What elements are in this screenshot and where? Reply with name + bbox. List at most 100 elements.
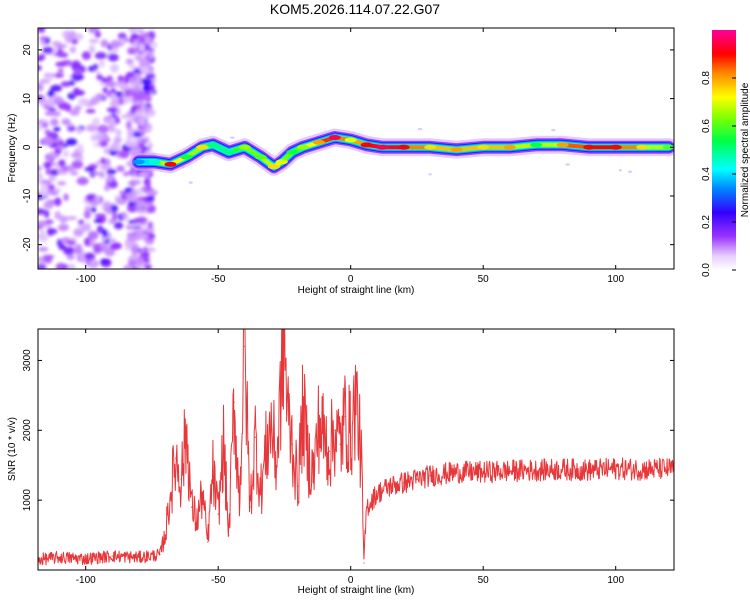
noise-blob (61, 118, 71, 126)
noise-blob (88, 38, 99, 44)
noise-blob (59, 215, 68, 224)
noise-blob (127, 201, 137, 207)
noise-blob (83, 210, 92, 219)
noise-blob (49, 118, 59, 127)
noise-blob (102, 229, 108, 238)
noise-blob (74, 243, 83, 252)
snr-point (416, 478, 418, 480)
noise-blob (58, 243, 66, 251)
noise-blob (128, 63, 137, 70)
noise-blob (144, 36, 151, 45)
noise-blob (77, 143, 84, 153)
noise-blob (45, 219, 54, 225)
snr-point (371, 499, 373, 501)
noise-blob (39, 36, 50, 41)
noise-blob (134, 264, 145, 269)
noise-blob (93, 218, 103, 224)
snr-x-tick-label: -100 (76, 575, 96, 586)
noise-blob (57, 181, 67, 186)
noise-blob (126, 142, 138, 148)
noise-blob (75, 127, 84, 134)
spectrogram-y-tick-label: -10 (22, 188, 33, 203)
noise-blob (107, 126, 117, 133)
noise-blob (92, 117, 101, 126)
snr-point (344, 415, 346, 417)
snr-point (328, 450, 331, 452)
noise-blob (143, 226, 155, 233)
noise-blob (77, 219, 85, 225)
noise-blob (117, 32, 127, 40)
noise-blob (38, 28, 46, 34)
ridge-point (609, 144, 622, 150)
spectrogram-x-tick-label: 100 (607, 274, 624, 285)
noise-blob (145, 181, 151, 191)
noise-blob (101, 77, 109, 83)
spectrogram-y-tick-label: 20 (22, 44, 33, 56)
noise-blob (127, 132, 134, 139)
snr-point (323, 436, 325, 438)
ridge-point (254, 154, 267, 160)
noise-blob (124, 74, 130, 84)
noise-blob (58, 159, 66, 167)
noise-blob (47, 90, 55, 97)
spectrogram-y-tick-label: 10 (22, 93, 33, 105)
colorbar-tick-label: 0.8 (701, 71, 712, 85)
noise-blob (86, 123, 98, 132)
snr-y-tick-label: 3000 (22, 349, 33, 372)
ridge-point (636, 144, 649, 150)
noise-blob (127, 47, 138, 55)
noise-blob (145, 125, 152, 133)
snr-x-label: Height of straight line (km) (298, 585, 415, 596)
noise-blob (135, 94, 146, 101)
snr-point (281, 373, 283, 376)
ridge-point (222, 149, 235, 155)
snr-point (169, 492, 172, 494)
noise-dot (428, 173, 432, 176)
noise-blob (63, 59, 73, 65)
noise-blob (127, 180, 139, 186)
spectrogram-x-tick-label: 50 (478, 274, 490, 285)
noise-blob (145, 73, 156, 79)
snr-point (111, 555, 113, 557)
snr-point (85, 558, 87, 560)
noise-blob (136, 208, 148, 214)
ridge-point (297, 144, 309, 150)
snr-point (233, 401, 235, 403)
noise-blob (42, 46, 54, 54)
snr-point (363, 562, 365, 564)
noise-blob (57, 101, 70, 110)
spectrogram-x-tick-label: -50 (211, 274, 226, 285)
noise-blob (38, 165, 42, 172)
snr-point (228, 534, 230, 536)
noise-blob (147, 142, 153, 149)
noise-region (38, 28, 158, 269)
noise-blob (84, 206, 92, 212)
noise-blob (119, 38, 126, 44)
noise-blob (116, 91, 123, 96)
noise-blob (133, 217, 145, 224)
noise-blob (128, 28, 139, 32)
noise-blob (43, 161, 52, 169)
snr-panel: -100 -50 0 50 100 1000 2000 3000 Height of stra… (7, 328, 675, 596)
colorbar-label: Normalized spectral amplitude (740, 82, 750, 217)
snr-point (641, 468, 643, 471)
snr-line (38, 329, 674, 566)
noise-dot (627, 170, 633, 173)
noise-blob (69, 170, 79, 176)
snr-point (318, 422, 320, 424)
noise-blob (117, 83, 129, 89)
snr-point (238, 499, 240, 501)
snr-axes: -100 -50 0 50 100 1000 2000 3000 (22, 329, 674, 586)
noise-blob (142, 85, 152, 92)
snr-point (196, 520, 198, 522)
noise-blob (119, 149, 130, 159)
noise-blob (51, 41, 62, 47)
noise-blob (134, 86, 142, 93)
noise-blob (91, 171, 101, 176)
noise-dot (551, 128, 556, 132)
spectrogram-y-tick-label: 0 (22, 144, 33, 150)
noise-blob (108, 238, 117, 243)
noise-blob (125, 224, 135, 230)
noise-blob (45, 223, 52, 228)
